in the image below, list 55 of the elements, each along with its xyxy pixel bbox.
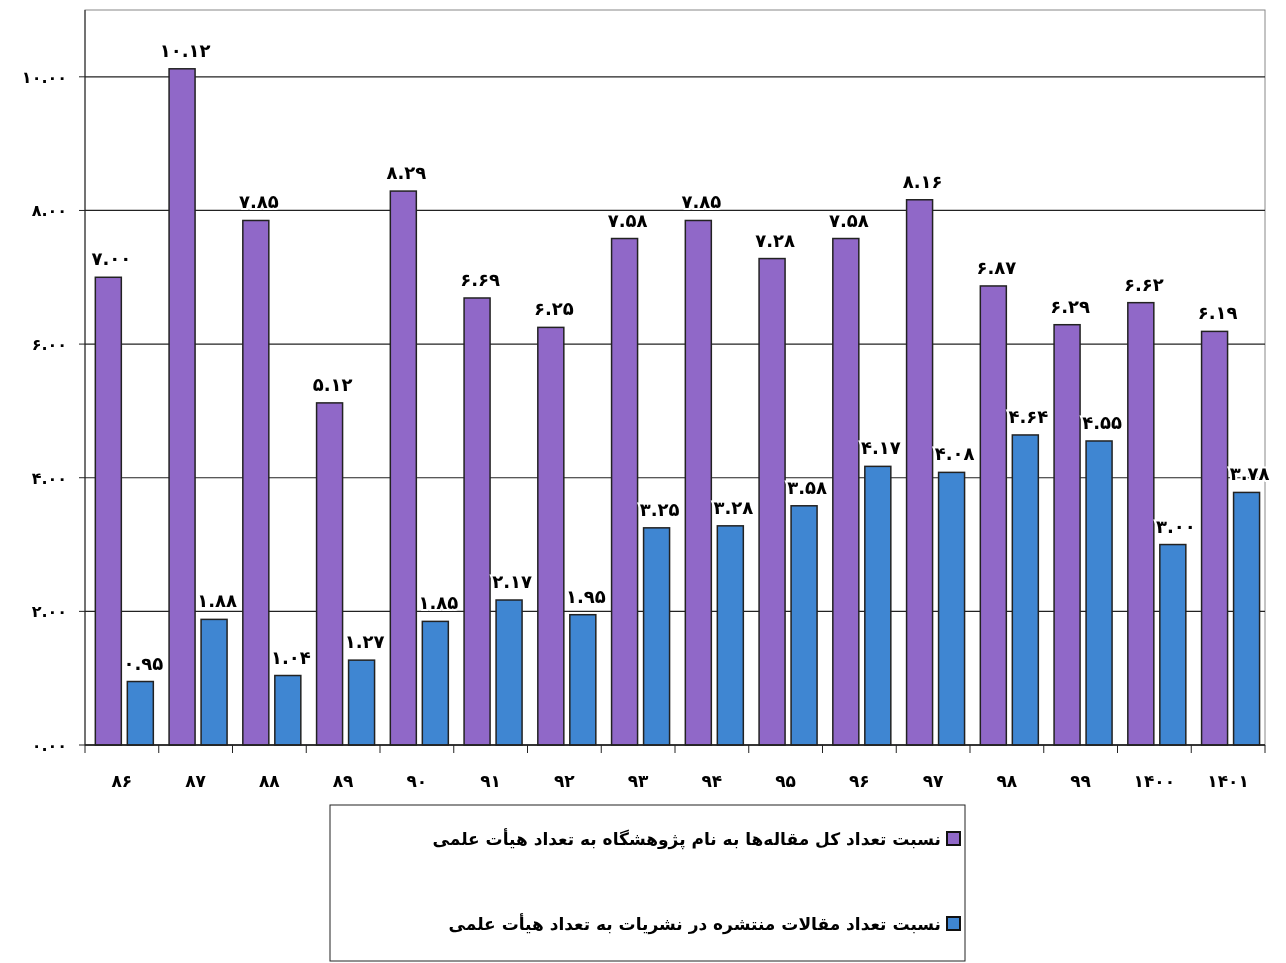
x-tick-label: ۹۵ bbox=[775, 771, 797, 791]
data-label: ۴.۰۸ bbox=[934, 443, 975, 465]
data-label: ۶.۲۹ bbox=[1050, 295, 1090, 317]
data-label: ۱.۹۵ bbox=[565, 585, 606, 607]
data-label: ۵.۱۲ bbox=[312, 373, 353, 395]
data-label: ۷.۵۸ bbox=[828, 209, 869, 231]
x-tick-label: ۸۸ bbox=[258, 771, 281, 791]
y-tick-label: ۶.۰۰ bbox=[31, 335, 67, 355]
x-tick-label: ۹۶ bbox=[848, 771, 870, 791]
x-tick-label: ۸۷ bbox=[185, 771, 207, 791]
x-tick-label: ۹۴ bbox=[701, 771, 723, 791]
data-label: ۱.۰۴ bbox=[270, 646, 311, 668]
data-label: ۷.۰۰ bbox=[91, 248, 132, 270]
data-label: ۳.۵۸ bbox=[787, 476, 827, 498]
data-label: ۶.۲۵ bbox=[533, 298, 574, 320]
data-label: ۱.۸۸ bbox=[197, 590, 237, 612]
y-tick-label: ۴.۰۰ bbox=[31, 468, 67, 488]
x-tick-label: ۸۶ bbox=[111, 771, 133, 791]
data-label: ۶.۱۹ bbox=[1197, 302, 1238, 324]
data-label: ۷.۲۸ bbox=[755, 229, 795, 251]
x-tick-label: ۱۴۰۱ bbox=[1207, 771, 1249, 791]
data-label: ۷.۵۸ bbox=[607, 209, 648, 231]
data-label: ۳.۲۸ bbox=[713, 496, 754, 518]
data-label: ۱۰.۱۲ bbox=[159, 39, 211, 61]
data-label: ۷.۸۵ bbox=[238, 191, 279, 213]
data-label: ۴.۶۴ bbox=[1008, 405, 1049, 427]
x-tick-label: ۹۹ bbox=[1070, 771, 1092, 791]
data-label: ۴.۱۷ bbox=[860, 437, 901, 459]
x-tick-label: ۹۱ bbox=[480, 771, 502, 791]
x-tick-label: ۹۲ bbox=[553, 771, 576, 791]
data-label: ۶.۸۷ bbox=[976, 256, 1017, 278]
data-label: ۰.۹۵ bbox=[123, 652, 164, 674]
data-label: ۷.۸۵ bbox=[681, 191, 722, 213]
y-tick-label: ۲.۰۰ bbox=[31, 602, 67, 622]
y-tick-label: ۱۰.۰۰ bbox=[21, 67, 67, 87]
legend-label: نسبت تعداد مقالات منتشره در نشریات به تعداد هیأت علمی bbox=[448, 913, 941, 935]
data-label: ۳.۲۵ bbox=[639, 498, 680, 520]
x-tick-label: ۹۰ bbox=[406, 771, 428, 791]
x-tick-label: ۱۴۰۰ bbox=[1133, 771, 1176, 791]
data-label: ۱.۸۵ bbox=[418, 592, 459, 614]
data-label: ۳.۰۰ bbox=[1155, 515, 1196, 537]
data-label: ۲.۱۷ bbox=[492, 571, 532, 592]
legend-label: نسبت تعداد کل مقاله‌ها به نام پژوهشگاه به تعداد هیأت علمی bbox=[432, 828, 941, 850]
data-label: ۴.۵۵ bbox=[1082, 411, 1122, 433]
y-tick-label: ۰.۰۰ bbox=[31, 736, 67, 755]
x-tick-label: ۹۳ bbox=[627, 771, 650, 791]
data-label: ۶.۶۲ bbox=[1123, 273, 1164, 295]
x-tick-label: ۹۸ bbox=[996, 771, 1018, 791]
y-tick-label: ۸.۰۰ bbox=[31, 201, 67, 221]
data-label: ۶.۶۹ bbox=[460, 268, 500, 290]
data-label: ۸.۲۹ bbox=[386, 162, 427, 184]
data-label: ۱.۲۷ bbox=[344, 631, 385, 653]
x-tick-label: ۹۷ bbox=[922, 771, 945, 791]
x-tick-label: ۸۹ bbox=[332, 771, 355, 791]
data-label: ۸.۱۶ bbox=[902, 170, 943, 192]
